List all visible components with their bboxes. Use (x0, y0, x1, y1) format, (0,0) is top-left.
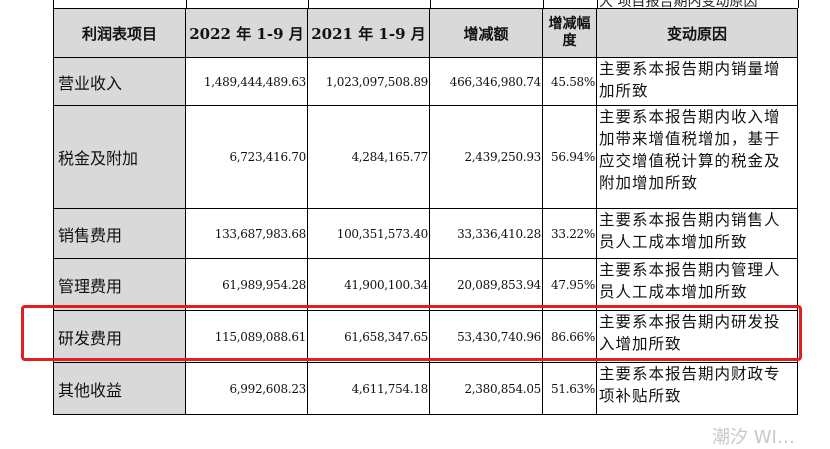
cell-delta: 33,336,410.28 (429, 208, 543, 259)
cell-2021: 100,351,573.40 (307, 208, 430, 259)
table-row: 管理费用 61,989,954.28 41,900,100.34 20,089,… (53, 258, 798, 311)
cell-pct: 56.94% (542, 105, 597, 209)
row-item: 营业收入 (53, 57, 186, 106)
cell-2022: 1,489,444,489.63 (185, 57, 308, 106)
table-row: 营业收入 1,489,444,489.63 1,023,097,508.89 4… (53, 57, 798, 106)
cell-delta: 53,430,740.96 (429, 310, 543, 363)
cell-2021: 4,611,754.18 (307, 362, 430, 415)
header-2022: 2022 年 1-9 月 (185, 8, 308, 58)
cell-2022: 6,992,608.23 (185, 362, 308, 415)
cell-2022: 61,989,954.28 (185, 258, 308, 311)
income-statement-table: 利润表项目 2022 年 1-9 月 2021 年 1-9 月 增减额 增减幅度… (53, 8, 798, 415)
row-item: 税金及附加 (53, 105, 186, 209)
cell-reason: 主要系本报告期内销量增加所致 (596, 57, 798, 106)
table-row: 税金及附加 6,723,416.70 4,284,165.77 2,439,25… (53, 105, 798, 209)
row-item: 其他收益 (53, 362, 186, 415)
highlight-box-rd-expense (21, 305, 802, 361)
cell-2022: 6,723,416.70 (185, 105, 308, 209)
header-item: 利润表项目 (53, 8, 186, 58)
cell-pct: 47.95% (542, 258, 597, 311)
cell-delta: 466,346,980.74 (429, 57, 543, 106)
cell-pct: 33.22% (542, 208, 597, 259)
cell-pct: 51.63% (542, 362, 597, 415)
cell-2022: 115,089,088.61 (185, 310, 308, 363)
cell-reason: 主要系本报告期内销售人员人工成本增加所致 (596, 208, 798, 259)
header-pct: 增减幅度 (542, 8, 597, 58)
table-row: 研发费用 115,089,088.61 61,658,347.65 53,430… (53, 310, 798, 363)
row-item: 销售费用 (53, 208, 186, 259)
cell-delta: 20,089,853.94 (429, 258, 543, 311)
watermark: 潮汐 WI… (712, 427, 795, 448)
cell-2022: 133,687,983.68 (185, 208, 308, 259)
header-2021: 2021 年 1-9 月 (307, 8, 430, 58)
cell-reason: 主要系本报告期内财政专项补贴所致 (596, 362, 798, 415)
header-delta: 增减额 (429, 8, 543, 58)
cell-delta: 2,439,250.93 (429, 105, 543, 209)
cell-reason: 主要系本报告期内研发投入增加所致 (596, 310, 798, 363)
cell-2021: 61,658,347.65 (307, 310, 430, 363)
cell-reason: 主要系本报告期内管理人员人工成本增加所致 (596, 258, 798, 311)
cell-2021: 1,023,097,508.89 (307, 57, 430, 106)
cell-delta: 2,380,854.05 (429, 362, 543, 415)
table-row: 销售费用 133,687,983.68 100,351,573.40 33,33… (53, 208, 798, 259)
cell-pct: 45.58% (542, 57, 597, 106)
header-row: 利润表项目 2022 年 1-9 月 2021 年 1-9 月 增减额 增减幅度… (53, 8, 798, 58)
header-reason: 变动原因 (596, 8, 798, 58)
cell-2021: 4,284,165.77 (307, 105, 430, 209)
table-row: 其他收益 6,992,608.23 4,611,754.18 2,380,854… (53, 362, 798, 415)
cell-2021: 41,900,100.34 (307, 258, 430, 311)
cell-reason: 主要系本报告期内收入增加带来增值税增加，基于应交增值税计算的税金及附加增加所致 (596, 105, 798, 209)
table-top-remnant: 大 项目报告期内变动原因 (53, 0, 799, 10)
row-item: 管理费用 (53, 258, 186, 311)
cut-off-header-text: 大 项目报告期内变动原因 (599, 0, 758, 10)
